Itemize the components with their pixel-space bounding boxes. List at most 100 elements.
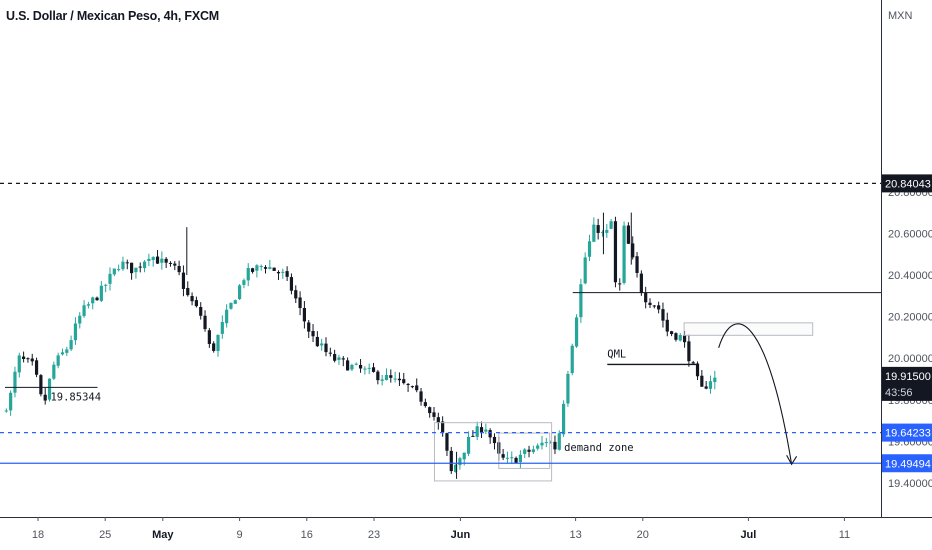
candle-body — [125, 262, 129, 264]
candle-body — [121, 261, 125, 270]
candle-body — [393, 378, 397, 380]
candle-body — [350, 364, 354, 370]
candle-body — [99, 285, 103, 301]
candle-body — [250, 268, 255, 272]
candle-body — [579, 284, 583, 318]
demand-zone-box[interactable] — [433, 422, 553, 482]
candle-body — [708, 381, 713, 389]
candle-body — [130, 262, 134, 274]
candle-body — [177, 265, 181, 273]
x-tick-label: 25 — [99, 529, 111, 541]
candle-body — [583, 257, 587, 284]
candle-body — [337, 357, 341, 360]
candle-body — [704, 386, 708, 389]
candle-body — [311, 331, 315, 337]
candle-body — [289, 277, 294, 291]
candle-body — [479, 427, 484, 433]
currency-label: MXN — [888, 10, 913, 22]
candle-body — [281, 271, 285, 273]
candle-body — [26, 358, 30, 360]
candle-body — [402, 379, 406, 384]
candle-body — [315, 336, 319, 347]
candle-body — [505, 457, 510, 459]
x-tick-label: May — [152, 529, 174, 541]
candle-body — [462, 452, 466, 460]
candle-body — [39, 375, 43, 395]
candle-body — [112, 268, 116, 275]
candle-body — [229, 302, 233, 309]
candle-body — [320, 343, 324, 346]
candle-body — [56, 355, 60, 366]
candle-body — [225, 309, 229, 324]
candle-body — [298, 297, 302, 308]
candle-body — [501, 454, 505, 458]
candle-body — [190, 296, 194, 302]
time-axis[interactable] — [0, 518, 932, 550]
candle-body — [678, 335, 682, 341]
candle-body — [354, 363, 358, 365]
candle-body — [700, 375, 704, 387]
candle-body — [397, 378, 402, 381]
demand-zone-inner-box[interactable] — [498, 432, 551, 469]
candle-body — [592, 224, 596, 242]
candle-body — [65, 349, 69, 353]
candle-body — [389, 375, 393, 378]
candle-body — [410, 386, 414, 388]
candle-body — [91, 297, 95, 304]
candle-body — [82, 305, 86, 317]
candle-body — [73, 323, 78, 341]
candle-body — [22, 356, 26, 360]
candles — [4, 212, 717, 479]
candle-body — [95, 297, 99, 301]
candle-body — [358, 364, 363, 369]
candle-body — [367, 367, 371, 369]
candle-body — [419, 391, 423, 402]
candle-body — [540, 442, 544, 446]
candle-body — [587, 241, 592, 257]
candle-body — [147, 258, 151, 261]
price-level-tag — [882, 454, 932, 473]
candle-body — [713, 377, 717, 383]
y-tick-label: 19.40000 — [888, 478, 932, 490]
y-tick-label: 20.60000 — [888, 228, 932, 240]
chart-title: U.S. Dollar / Mexican Peso, 4h, FXCM — [6, 9, 219, 23]
price-level-tag-text: 20.84043 — [885, 178, 931, 190]
x-tick-label: 23 — [368, 529, 380, 541]
candle-body — [626, 225, 630, 244]
candle-body — [181, 272, 186, 289]
candle-body — [13, 371, 17, 393]
candle-body — [566, 373, 570, 404]
candle-body — [600, 232, 605, 234]
x-tick-label: 11 — [839, 529, 850, 541]
candle-body — [346, 360, 350, 371]
support-level-label: 19.85344 — [50, 391, 101, 403]
candle-body — [233, 300, 237, 304]
candle-body — [466, 436, 471, 454]
candle-body — [52, 364, 56, 379]
projection-arrow[interactable] — [718, 323, 793, 465]
candle-body — [69, 340, 73, 350]
candle-body — [445, 433, 449, 451]
candle-body — [613, 221, 618, 283]
candle-body — [104, 284, 108, 286]
x-tick-label: 20 — [637, 529, 649, 541]
candle-body — [691, 362, 695, 364]
candle-body — [384, 374, 389, 381]
candle-body — [164, 258, 168, 263]
candle-body — [268, 267, 272, 269]
candle-body — [199, 306, 203, 316]
candle-body — [639, 273, 643, 293]
candle-body — [609, 221, 613, 229]
x-tick-label: Jun — [451, 529, 471, 541]
demand-zone-label: demand zone — [564, 442, 634, 454]
candle-body — [17, 355, 21, 373]
candle-body — [363, 368, 367, 370]
candle-body — [380, 379, 384, 381]
candle-body — [605, 229, 609, 233]
candle-body — [108, 273, 112, 284]
candle-body — [687, 341, 691, 362]
candle-body — [622, 225, 626, 284]
candle-body — [432, 412, 436, 417]
candle-body — [695, 363, 700, 377]
